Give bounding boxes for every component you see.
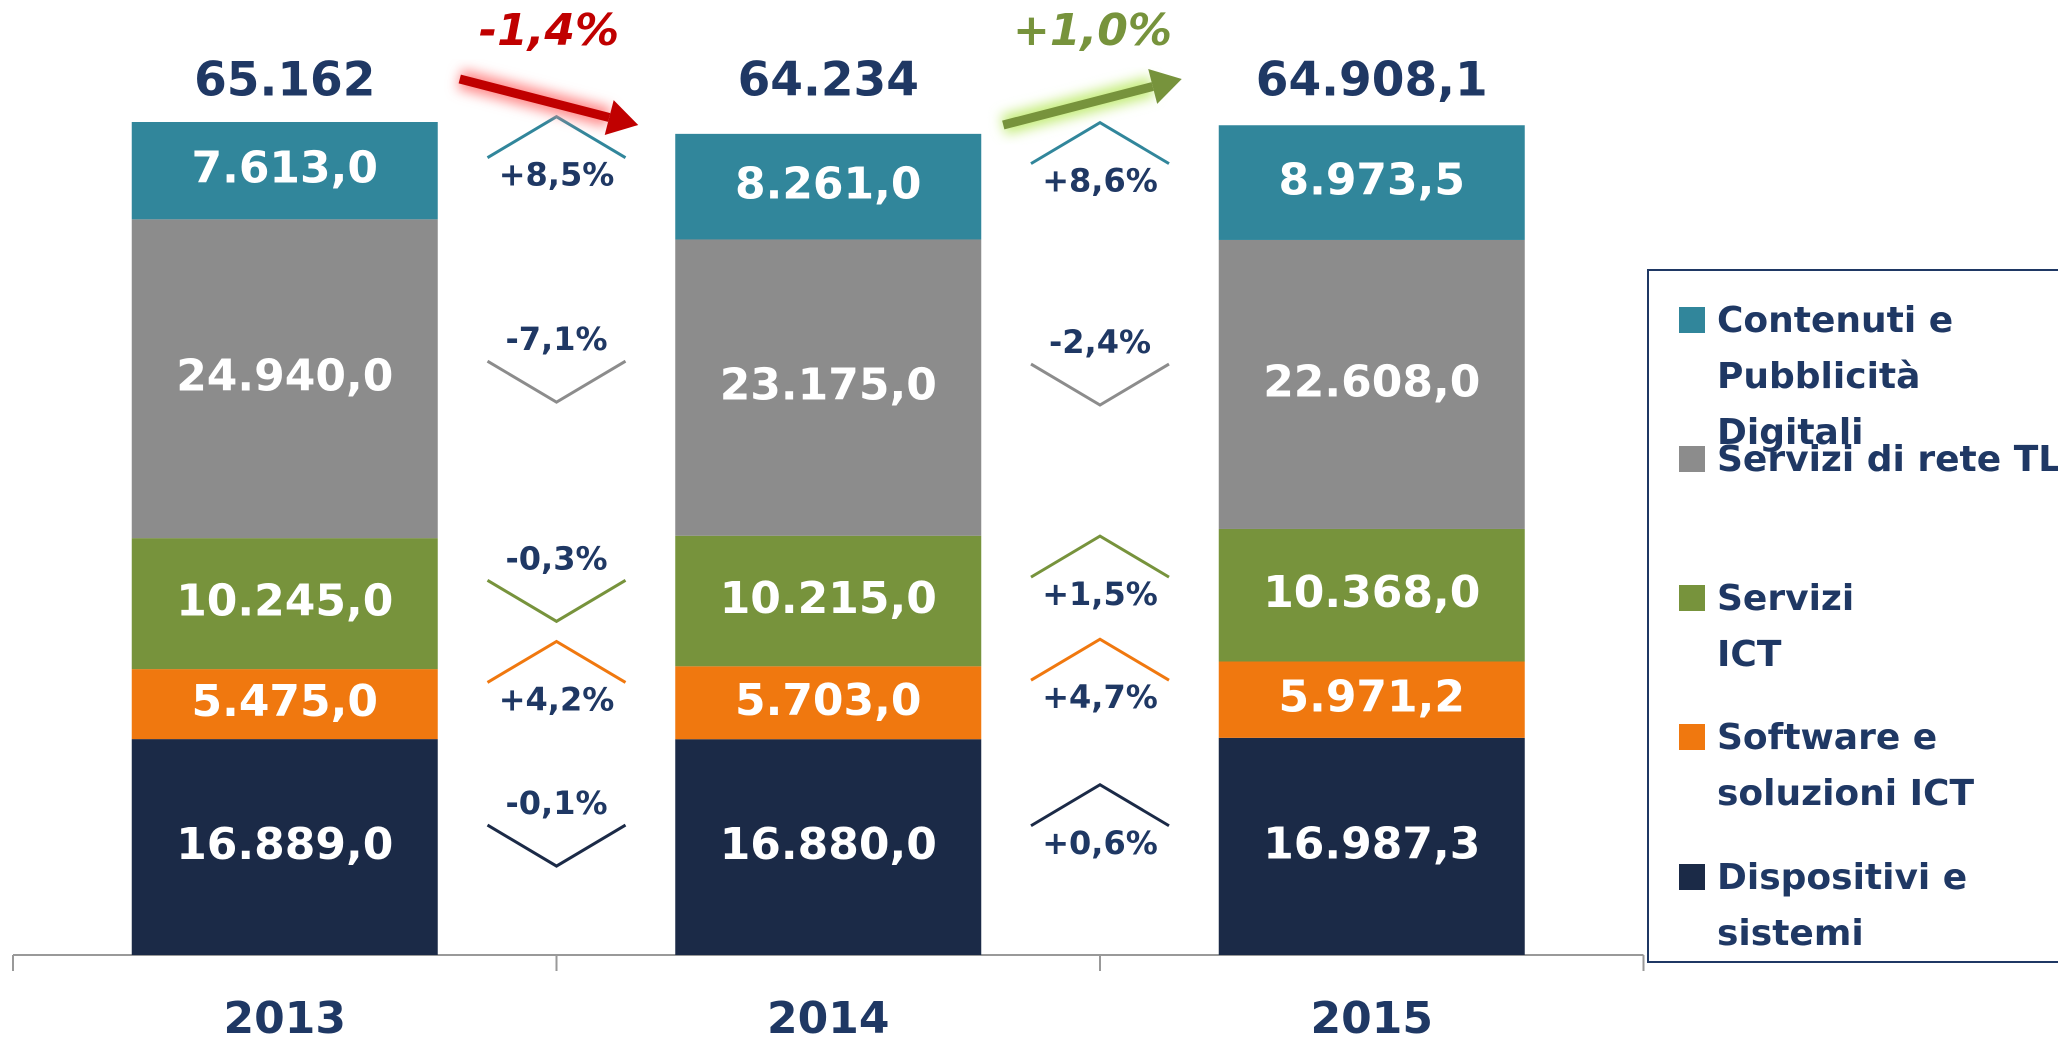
change-label: +4,2% bbox=[499, 680, 615, 718]
x-tick-label: 2014 bbox=[767, 993, 889, 1042]
legend-entry: Servizi ICT bbox=[1679, 571, 2058, 683]
legend-entry: Servizi di rete TLC bbox=[1679, 432, 2058, 488]
legend-label: Dispositivi e sistemi bbox=[1717, 857, 1968, 954]
segment-label: 16.987,3 bbox=[1263, 818, 1480, 869]
segment-label: 16.880,0 bbox=[720, 819, 937, 870]
segment-label: 10.215,0 bbox=[720, 573, 937, 624]
bar-segment bbox=[1218, 239, 1525, 529]
change-label: -2,4% bbox=[1049, 323, 1151, 361]
bar-segment bbox=[1218, 125, 1525, 240]
change-label: -7,1% bbox=[505, 320, 607, 358]
total-arrow-head bbox=[1148, 69, 1182, 104]
segment-label: 5.971,2 bbox=[1278, 672, 1465, 723]
bar-segment bbox=[131, 739, 438, 955]
bar-segment bbox=[675, 535, 982, 667]
segment-label: 16.889,0 bbox=[176, 819, 393, 870]
segment-label: 5.475,0 bbox=[191, 676, 378, 727]
x-tick-label: 2013 bbox=[224, 993, 346, 1042]
change-chevron bbox=[486, 114, 627, 159]
bar-segment bbox=[675, 133, 982, 240]
segment-label: 10.245,0 bbox=[176, 576, 393, 627]
x-tick-label: 2015 bbox=[1311, 993, 1433, 1042]
bar-segment bbox=[675, 666, 982, 740]
total-label: 64.908,1 bbox=[1256, 53, 1488, 108]
change-chevron bbox=[1030, 534, 1170, 579]
bar-segment bbox=[675, 239, 982, 536]
bar-segment bbox=[131, 219, 438, 539]
change-chevron bbox=[1030, 120, 1170, 165]
legend-label: Contenuti e Pubblicità Digitali bbox=[1717, 300, 1954, 453]
bar-segment bbox=[131, 122, 438, 220]
change-label: +8,5% bbox=[499, 156, 615, 194]
legend-entry: Dispositivi e sistemi bbox=[1679, 850, 2058, 962]
change-label: +4,7% bbox=[1042, 678, 1158, 716]
total-arrow bbox=[1002, 82, 1154, 130]
total-label: 64.234 bbox=[738, 53, 919, 108]
segment-label: 7.613,0 bbox=[191, 143, 378, 194]
segment-label: 5.703,0 bbox=[735, 675, 922, 726]
legend-swatch bbox=[1679, 446, 1705, 472]
bar-segment bbox=[675, 739, 982, 955]
change-label: -0,1% bbox=[505, 784, 607, 822]
legend-entry: Contenuti e Pubblicità Digitali bbox=[1679, 293, 2058, 461]
change-chevron bbox=[1030, 362, 1170, 407]
total-arrow bbox=[458, 74, 611, 122]
total-change-label: +1,0% bbox=[1013, 5, 1172, 56]
legend-label: Servizi di rete TLC bbox=[1717, 439, 2058, 480]
bar-segment bbox=[131, 669, 438, 740]
legend-label: Servizi ICT bbox=[1717, 578, 1855, 675]
segment-label: 24.940,0 bbox=[176, 351, 393, 402]
segment-label: 10.368,0 bbox=[1263, 567, 1480, 618]
change-label: -0,3% bbox=[505, 539, 607, 577]
change-chevron bbox=[486, 359, 627, 404]
total-label: 65.162 bbox=[194, 53, 375, 108]
change-label: +8,6% bbox=[1042, 162, 1158, 200]
segment-label: 23.175,0 bbox=[720, 360, 937, 411]
change-label: +0,6% bbox=[1042, 824, 1158, 862]
change-chevron bbox=[486, 579, 627, 624]
change-chevron bbox=[1030, 783, 1170, 828]
bar-segment bbox=[1218, 737, 1525, 955]
change-chevron bbox=[486, 639, 627, 684]
total-arrow-head bbox=[604, 100, 639, 135]
segment-label: 8.261,0 bbox=[735, 159, 922, 210]
change-chevron bbox=[1030, 637, 1170, 682]
bar-segment bbox=[1218, 661, 1525, 738]
legend-entry: Software e soluzioni ICT bbox=[1679, 710, 2058, 822]
segment-label: 22.608,0 bbox=[1263, 356, 1480, 407]
legend-swatch bbox=[1679, 307, 1705, 333]
total-change-label: -1,4% bbox=[479, 5, 619, 56]
bar-segment bbox=[131, 538, 438, 670]
legend-swatch bbox=[1679, 864, 1705, 890]
change-label: +1,5% bbox=[1042, 575, 1158, 613]
change-chevron bbox=[486, 823, 627, 868]
legend: Contenuti e Pubblicità Digitali Servizi d… bbox=[1647, 269, 2058, 963]
legend-swatch bbox=[1679, 724, 1705, 750]
bar-segment bbox=[1218, 528, 1525, 662]
legend-label: Software e soluzioni ICT bbox=[1717, 717, 1975, 814]
legend-swatch bbox=[1679, 585, 1705, 611]
segment-label: 8.973,5 bbox=[1278, 155, 1465, 206]
